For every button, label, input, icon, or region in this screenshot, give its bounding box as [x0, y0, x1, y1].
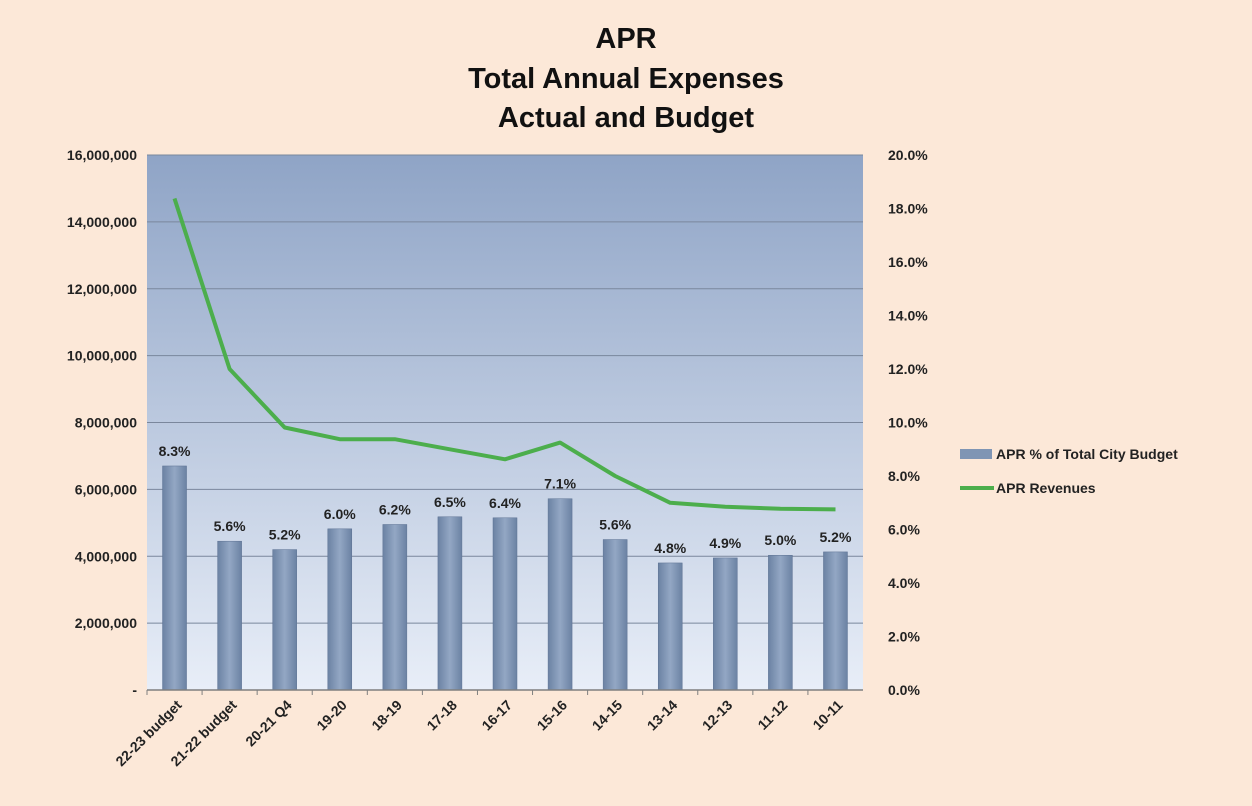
- category-label: 13-14: [644, 697, 681, 734]
- category-label: 10-11: [809, 697, 845, 733]
- bar: [437, 516, 463, 691]
- bar: [382, 524, 408, 691]
- legend-line-label: APR Revenues: [996, 480, 1096, 496]
- bar-data-label: 5.2%: [269, 527, 301, 543]
- category-label: 12-13: [699, 697, 736, 734]
- left-tick-label: 12,000,000: [67, 281, 137, 297]
- category-label: 14-15: [589, 697, 626, 734]
- right-tick-label: 2.0%: [888, 629, 920, 645]
- category-label: 20-21 Q4: [242, 697, 295, 750]
- bar-data-label: 6.5%: [434, 494, 466, 510]
- bar: [162, 465, 187, 691]
- left-tick-label: 4,000,000: [75, 548, 137, 564]
- category-label: 18-19: [368, 697, 405, 734]
- bar: [657, 562, 683, 691]
- right-tick-label: 16.0%: [888, 254, 928, 270]
- revenue-line: [172, 197, 836, 512]
- bar: [823, 551, 848, 691]
- category-label: 19-20: [313, 697, 350, 734]
- bar-data-label: 4.8%: [654, 540, 686, 556]
- chart-title-line-2: Total Annual Expenses: [468, 63, 784, 95]
- bar-data-label: 5.6%: [599, 517, 631, 533]
- bar: [327, 528, 353, 691]
- chart-title: APR Total Annual Expenses Actual and Bud…: [468, 23, 784, 134]
- legend: APR % of Total City Budget APR Revenues: [960, 446, 1178, 496]
- legend-bar-swatch: [960, 449, 992, 459]
- left-tick-label: 6,000,000: [75, 481, 137, 497]
- right-tick-label: 12.0%: [888, 361, 928, 377]
- category-label: 11-12: [754, 697, 790, 733]
- right-tick-label: 10.0%: [888, 415, 928, 431]
- bar: [547, 498, 573, 691]
- right-tick-label: 0.0%: [888, 682, 920, 698]
- category-label: 16-17: [478, 697, 515, 734]
- left-tick-label: 10,000,000: [67, 348, 137, 364]
- left-tick-label: 2,000,000: [75, 615, 137, 631]
- left-tick-label: 8,000,000: [75, 415, 137, 431]
- bar: [272, 549, 297, 691]
- category-label: 15-16: [534, 697, 571, 734]
- bar-data-label: 6.2%: [379, 501, 411, 517]
- right-tick-label: 4.0%: [888, 575, 920, 591]
- bar-series: [162, 465, 848, 691]
- bar: [713, 557, 738, 691]
- bar: [768, 554, 793, 691]
- chart-title-line-1: APR: [595, 23, 656, 55]
- right-tick-label: 8.0%: [888, 468, 920, 484]
- right-axis: 0.0% 2.0% 4.0% 6.0% 8.0% 10.0% 12.0% 14.0% 16.0%…: [888, 147, 928, 698]
- bar: [217, 540, 242, 691]
- bar-data-label: 6.0%: [324, 506, 356, 522]
- bar: [492, 517, 518, 691]
- data-labels: 8.3% 5.6% 5.2% 6.0% 6.2% 6.5% 6.4% 7.1% 5.6% 4.8%…: [159, 443, 852, 556]
- bar-data-label: 5.2%: [820, 529, 852, 545]
- bar-data-label: 6.4%: [489, 495, 521, 511]
- bar: [602, 539, 628, 691]
- left-axis: - 2,000,000 4,000,000 6,000,000 8,000,000 10,…: [67, 147, 137, 698]
- bar-data-label: 4.9%: [709, 535, 741, 551]
- right-tick-label: 6.0%: [888, 522, 920, 538]
- left-tick-label: 16,000,000: [67, 147, 137, 163]
- left-tick-label: 14,000,000: [67, 214, 137, 230]
- bar-data-label: 5.6%: [214, 518, 246, 534]
- line-series: [172, 197, 836, 512]
- bar-data-label: 8.3%: [159, 443, 191, 459]
- right-tick-label: 14.0%: [888, 308, 928, 324]
- bar-data-label: 5.0%: [764, 532, 796, 548]
- right-tick-label: 18.0%: [888, 201, 928, 217]
- chart-title-line-3: Actual and Budget: [498, 102, 755, 134]
- category-label: 17-18: [423, 697, 460, 734]
- right-tick-label: 20.0%: [888, 147, 928, 163]
- left-tick-label: -: [132, 682, 137, 698]
- bar-data-label: 7.1%: [544, 476, 576, 492]
- legend-bar-label: APR % of Total City Budget: [996, 446, 1178, 462]
